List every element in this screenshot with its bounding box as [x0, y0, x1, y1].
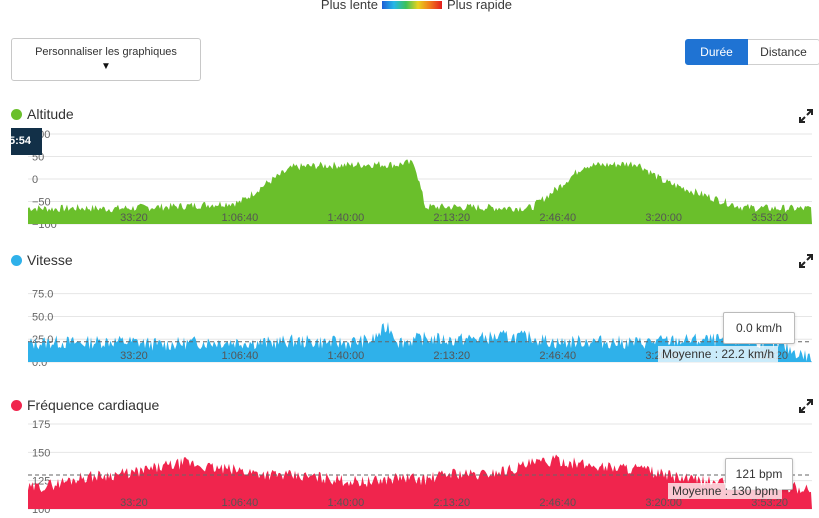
speed-dot-icon: [11, 254, 22, 266]
x-tick-label: 1:06:40: [222, 212, 259, 224]
speed-tooltip: 0.0 km/h: [723, 312, 795, 344]
heart-rate-dot-icon: [11, 399, 22, 411]
chevron-down-icon: ▼: [101, 61, 111, 72]
cursor-time-readout: 5:54: [11, 128, 42, 155]
x-tick-label: 2:46:40: [539, 212, 576, 224]
x-tick-label: 2:13:20: [433, 497, 470, 509]
y-tick-label: 75.0: [32, 289, 53, 301]
expand-heart-rate-icon[interactable]: [798, 398, 814, 414]
x-tick-label: 3:53:20: [751, 497, 788, 509]
x-tick-label: 1:40:00: [327, 497, 364, 509]
expand-altitude-icon[interactable]: [798, 108, 814, 124]
speed-title-text: Vitesse: [27, 252, 73, 268]
y-tick-label: 0: [32, 174, 38, 186]
x-tick-label: 3:20:00: [645, 212, 682, 224]
heart-rate-title-text: Fréquence cardiaque: [27, 397, 160, 413]
x-tick-label: 2:13:20: [433, 212, 470, 224]
series-area: [28, 159, 812, 224]
x-tick-label: 33:20: [120, 350, 148, 362]
speed-average-label: Moyenne : 22.2 km/h: [658, 346, 779, 362]
mode-duration-button[interactable]: Durée: [685, 39, 748, 65]
x-tick-label: 3:20:00: [645, 497, 682, 509]
x-tick-label: 1:40:00: [327, 350, 364, 362]
x-tick-label: 2:13:20: [433, 350, 470, 362]
speed-color-legend: Plus lente Plus rapide: [0, 0, 819, 14]
series-area: [28, 454, 812, 509]
expand-speed-icon[interactable]: [798, 253, 814, 269]
x-tick-label: 2:46:40: [539, 497, 576, 509]
legend-fast-label: Plus rapide: [447, 0, 513, 12]
mode-distance-button[interactable]: Distance: [748, 39, 819, 65]
altitude-chart-title: Altitude: [11, 106, 74, 122]
y-tick-label: 150: [32, 447, 50, 459]
speed-chart[interactable]: 75.050.025.00.033:201:06:401:40:002:13:2…: [0, 272, 819, 369]
x-tick-label: 1:06:40: [222, 497, 259, 509]
altitude-title-text: Altitude: [27, 106, 74, 122]
axis-mode-toggle: Durée Distance: [685, 39, 819, 65]
altitude-chart[interactable]: 100500−50−10033:201:06:401:40:002:13:202…: [0, 128, 819, 231]
x-tick-label: 33:20: [120, 497, 148, 509]
x-tick-label: 1:40:00: [327, 212, 364, 224]
x-tick-label: 2:46:40: [539, 350, 576, 362]
x-tick-label: 1:06:40: [222, 350, 259, 362]
y-tick-label: −50: [32, 197, 51, 209]
speed-gradient-bar: [382, 1, 442, 9]
altitude-dot-icon: [11, 108, 22, 120]
customize-charts-dropdown[interactable]: Personnaliser les graphiques ▼: [11, 38, 201, 81]
x-tick-label: 33:20: [120, 212, 148, 224]
y-tick-label: 175: [32, 419, 50, 431]
customize-charts-label: Personnaliser les graphiques: [35, 46, 177, 58]
x-tick-label: 3:53:20: [751, 212, 788, 224]
heart-rate-average-label: Moyenne : 130 bpm: [668, 483, 783, 499]
legend-slow-label: Plus lente: [320, 0, 378, 12]
y-tick-label: 50.0: [32, 311, 53, 323]
speed-chart-title: Vitesse: [11, 252, 73, 268]
heart-rate-chart-title: Fréquence cardiaque: [11, 397, 159, 413]
